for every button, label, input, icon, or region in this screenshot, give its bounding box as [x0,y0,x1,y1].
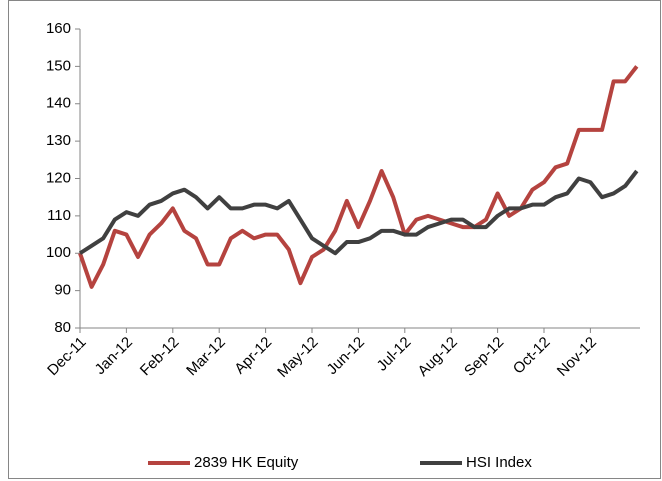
y-tick-label: 140 [46,95,71,112]
series-line [78,169,639,256]
legend-label: 2839 HK Equity [194,454,299,471]
y-tick-label: 110 [47,207,71,224]
y-tick-label: 130 [46,132,71,149]
y-tick-label: 120 [46,169,71,186]
y-tick-label: 80 [54,319,71,336]
y-tick-label: 160 [46,20,71,37]
series-line [78,65,639,289]
y-tick-label: 150 [46,57,71,74]
chart-frame [8,0,661,479]
y-tick-label: 90 [54,282,71,299]
y-tick-label: 100 [46,244,71,261]
legend-label: HSI Index [466,454,532,471]
